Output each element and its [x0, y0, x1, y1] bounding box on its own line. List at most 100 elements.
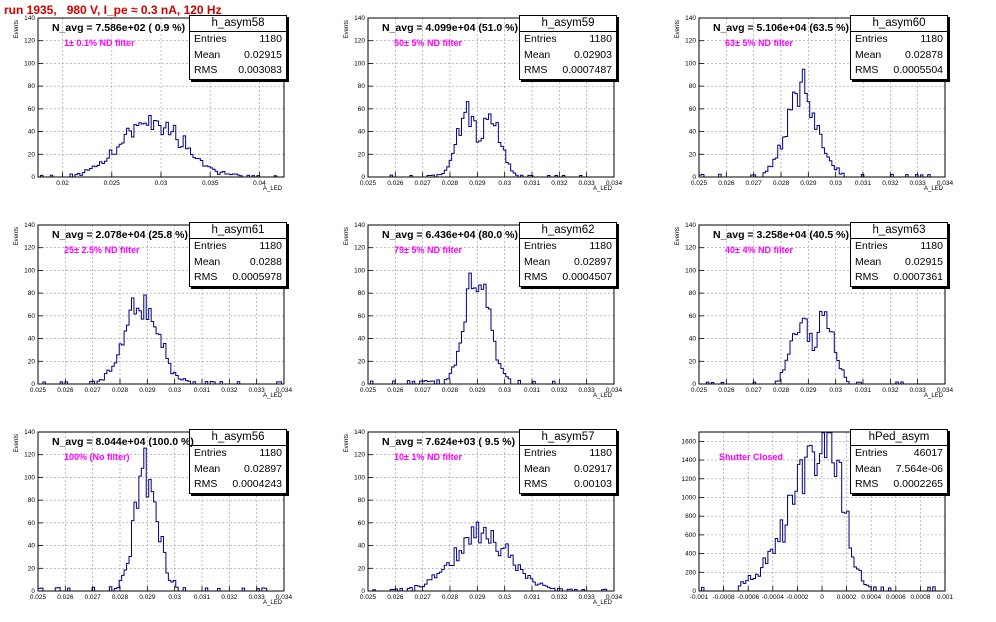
- x-tick-label: -0.001: [690, 594, 709, 601]
- x-tick-label: 0.027: [415, 594, 432, 601]
- histogram-steps: [699, 310, 945, 385]
- y-tick-label: 80: [28, 83, 36, 90]
- x-tick-label: 0.028: [442, 180, 459, 187]
- y-tick-label: 120: [354, 38, 365, 45]
- y-tick-label: 20: [689, 358, 697, 365]
- stats-row-mean: Mean 0.02897: [520, 255, 616, 271]
- y-tick-label: 100: [24, 474, 35, 481]
- stats-row-entries: Entries 1180: [520, 32, 616, 48]
- x-tick-label: 0.029: [800, 387, 817, 394]
- x-tick-label: 0.03: [498, 594, 511, 601]
- stats-label: Mean: [194, 48, 221, 61]
- x-tick-label: 0.027: [85, 594, 102, 601]
- stats-row-rms: RMS 0.0007487: [520, 63, 616, 79]
- stats-title: h_asym60: [851, 16, 947, 32]
- y-tick-label: 100: [24, 267, 35, 274]
- x-tick-label: 0.032: [551, 594, 568, 601]
- x-tick-label: 0.033: [910, 387, 927, 394]
- stats-row-mean: Mean 0.02897: [190, 462, 286, 478]
- x-tick-label: 0.025: [30, 594, 47, 601]
- histogram-pad-h_asym58: 0.02 0.025 0.03 0.035 0.04 0 20 40 60 80 100 120 140…: [14, 15, 287, 192]
- histogram-steps: [368, 272, 614, 385]
- x-tick-label: 0.029: [469, 387, 486, 394]
- x-tick-label: 0.025: [691, 180, 708, 187]
- stats-label: RMS: [194, 271, 218, 283]
- stats-value-mean: 0.02897: [574, 255, 612, 268]
- filter-label: 40± 4% ND filter: [725, 245, 793, 255]
- histogram-pad-h_asym56: 0.025 0.026 0.027 0.028 0.029 0.03 0.031 0.032 0…: [14, 429, 293, 606]
- x-tick-label: -0.0006: [737, 594, 759, 601]
- x-tick-label: 0.03: [168, 387, 181, 394]
- stats-label: Entries: [855, 447, 888, 459]
- y-tick-label: 80: [28, 497, 36, 504]
- x-tick-label: 0.026: [387, 594, 404, 601]
- x-tick-label: 0.029: [139, 594, 156, 601]
- y-tick-label: 140: [354, 222, 365, 229]
- x-tick-label: 0.033: [249, 387, 266, 394]
- plot-frame: [37, 224, 285, 385]
- x-tick-label: 0.034: [606, 387, 623, 394]
- y-axis-label: Events: [14, 20, 20, 38]
- y-tick-label: 400: [685, 551, 696, 558]
- stats-row-mean: Mean 0.02915: [851, 255, 947, 271]
- y-tick-label: 140: [685, 222, 696, 229]
- x-tick-label: 0.028: [112, 594, 129, 601]
- stats-box: h_asym63 Entries 1180 Mean 0.02915 RMS 0.00073…: [850, 222, 948, 287]
- stats-value-entries: 1180: [589, 33, 612, 45]
- histogram-svg: 0.025 0.026 0.027 0.028 0.029 0.03 0.031 0.032 0…: [14, 222, 293, 399]
- histogram-steps: [699, 432, 945, 592]
- stats-value-mean: 0.02915: [905, 255, 943, 268]
- x-tick-label: 0.0004: [861, 594, 881, 601]
- y-axis-label: Events: [14, 434, 20, 452]
- x-tick-label: 0.027: [746, 180, 763, 187]
- stats-box: h_asym61 Entries 1180 Mean 0.0288 RMS 0.000597…: [189, 222, 287, 287]
- x-axis-label: A_LED: [924, 393, 944, 399]
- stats-box: h_asym57 Entries 1180 Mean 0.02917 RMS 0.00103: [519, 429, 617, 494]
- y-tick-label: 120: [685, 38, 696, 45]
- stats-title: h_asym56: [190, 430, 286, 446]
- y-tick-label: 120: [354, 245, 365, 252]
- y-axis-label: Events: [344, 434, 350, 452]
- y-tick-label: 140: [24, 15, 35, 22]
- stats-value-mean: 0.02903: [574, 48, 612, 61]
- y-tick-label: 0: [692, 588, 696, 595]
- stats-row-mean: Mean 0.0288: [190, 255, 286, 271]
- stats-value-entries: 1180: [920, 33, 943, 45]
- histogram-steps: [38, 114, 284, 178]
- x-tick-label: 0.032: [551, 180, 568, 187]
- y-tick-label: 1600: [682, 438, 697, 445]
- histogram-svg: 0.025 0.026 0.027 0.028 0.029 0.03 0.031 0.032 0…: [344, 222, 623, 399]
- x-tick-label: 0.028: [773, 180, 790, 187]
- n-avg-label: N_avg = 2.078e+04 (25.8 %): [52, 229, 189, 241]
- y-tick-label: 40: [358, 543, 366, 550]
- stats-value-mean: 0.02897: [244, 462, 282, 475]
- filter-label: 50± 5% ND filter: [394, 38, 462, 48]
- stats-value-entries: 1180: [589, 447, 612, 459]
- x-tick-label: 0.028: [773, 387, 790, 394]
- stats-row-rms: RMS 0.0005504: [851, 63, 947, 79]
- x-tick-label: 0.031: [524, 594, 541, 601]
- y-tick-label: 120: [354, 452, 365, 459]
- stats-row-entries: Entries 1180: [190, 446, 286, 462]
- x-tick-label: 0.03: [829, 180, 842, 187]
- stats-label: Mean: [194, 255, 221, 268]
- x-tick-label: 0.03: [498, 387, 511, 394]
- y-tick-label: 20: [689, 151, 697, 158]
- stats-label: Mean: [524, 255, 551, 268]
- stats-value-mean: 0.02915: [244, 48, 282, 61]
- y-tick-label: 120: [24, 245, 35, 252]
- x-tick-label: 0.029: [469, 594, 486, 601]
- y-tick-label: 80: [358, 290, 366, 297]
- y-tick-label: 40: [28, 336, 36, 343]
- x-tick-label: 0.033: [579, 180, 596, 187]
- stats-value-entries: 1180: [259, 240, 282, 252]
- y-tick-label: 100: [24, 60, 35, 67]
- y-tick-label: 40: [28, 543, 36, 550]
- histogram-svg: 0.025 0.026 0.027 0.028 0.029 0.03 0.031 0.032 0…: [675, 222, 954, 399]
- histogram-pad-h_asym61: 0.025 0.026 0.027 0.028 0.029 0.03 0.031 0.032 0…: [14, 222, 293, 399]
- y-tick-label: 80: [689, 290, 697, 297]
- x-tick-label: -0.0004: [762, 594, 784, 601]
- x-tick-label: 0.034: [276, 387, 293, 394]
- y-tick-label: 80: [689, 83, 697, 90]
- y-tick-label: 40: [689, 129, 697, 136]
